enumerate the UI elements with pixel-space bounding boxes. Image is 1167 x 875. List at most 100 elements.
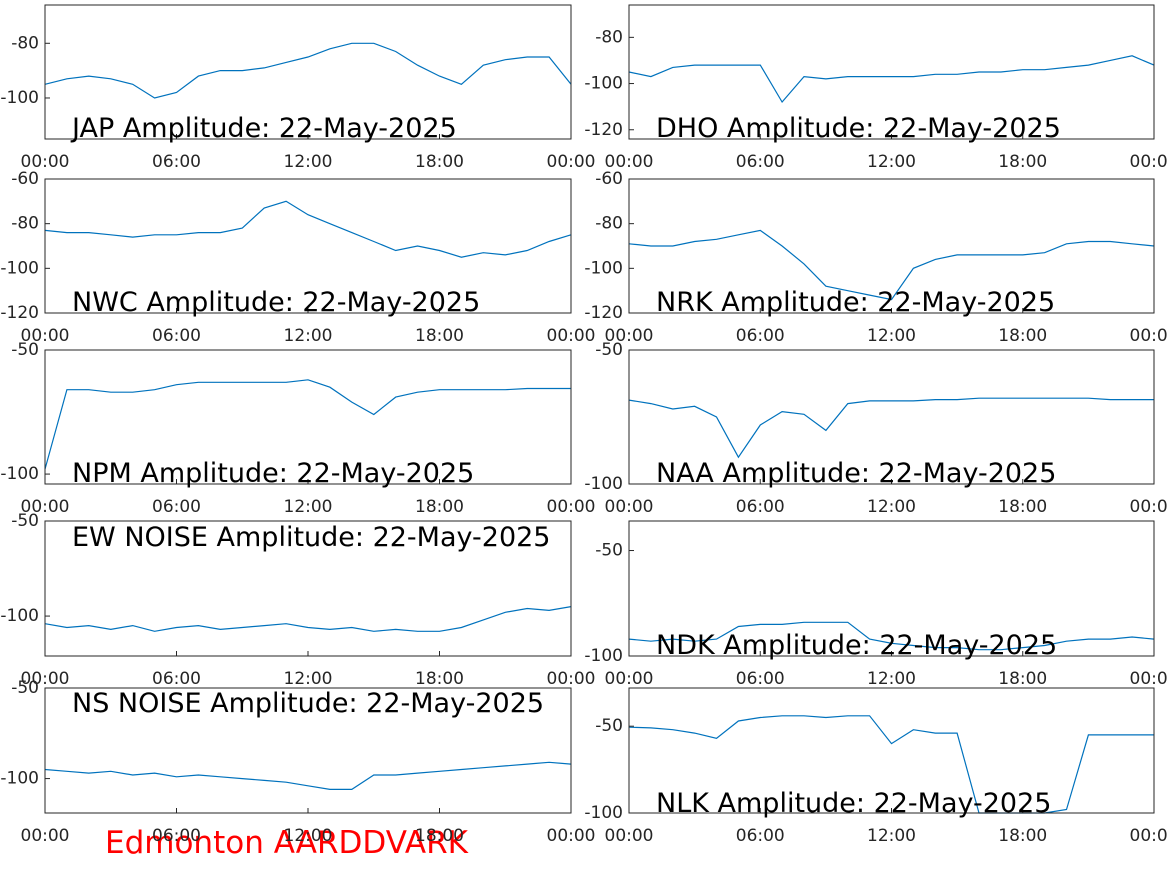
y-tick-label: -80	[595, 27, 623, 47]
x-tick-label: 00:00	[605, 152, 654, 172]
x-tick-label: 18:00	[415, 326, 464, 346]
y-tick-label: -100	[584, 258, 623, 278]
y-tick-label: -60	[11, 169, 39, 189]
series-line	[44, 606, 572, 632]
plot-area	[629, 521, 1154, 656]
y-tick-label: -50	[11, 511, 39, 531]
y-tick-label: -100	[0, 464, 39, 484]
x-tick-label: 18:00	[415, 152, 464, 172]
panel-title: NPM Amplitude: 22-May-2025	[72, 458, 474, 489]
panel-title: NDK Amplitude: 22-May-2025	[656, 630, 1057, 661]
y-tick-label: -50	[595, 340, 623, 360]
series-line	[44, 200, 572, 258]
plot-area	[629, 179, 1154, 313]
x-tick-label: 06:00	[736, 497, 785, 517]
x-tick-label: 00:00	[1130, 497, 1167, 517]
x-tick-label: 12:00	[284, 669, 333, 689]
y-tick-label: -50	[595, 716, 623, 736]
panel-title: EW NOISE Amplitude: 22-May-2025	[72, 522, 550, 553]
x-tick-label: 00:00	[547, 326, 596, 346]
x-tick-label: 12:00	[284, 152, 333, 172]
y-tick-label: -50	[11, 678, 39, 698]
series-line	[628, 229, 1155, 301]
y-tick-label: -100	[0, 769, 39, 789]
y-tick-label: -50	[11, 340, 39, 360]
panel-title: NS NOISE Amplitude: 22-May-2025	[72, 688, 544, 719]
plot-area	[45, 521, 571, 656]
y-tick-label: -80	[11, 33, 39, 53]
x-tick-label: 00:00	[547, 152, 596, 172]
series-line	[628, 715, 1154, 814]
y-tick-label: -100	[584, 803, 623, 823]
y-tick-label: -120	[0, 303, 39, 323]
y-tick-label: -60	[595, 169, 623, 189]
x-tick-label: 12:00	[284, 826, 333, 846]
x-tick-label: 12:00	[867, 326, 916, 346]
x-tick-label: 00:00	[21, 826, 70, 846]
x-tick-label: 06:00	[152, 152, 201, 172]
x-tick-label: 12:00	[284, 497, 333, 517]
y-tick-label: -80	[595, 214, 623, 234]
y-tick-label: -100	[584, 474, 623, 494]
series-line	[44, 42, 572, 99]
x-tick-label: 06:00	[736, 152, 785, 172]
series-line	[628, 55, 1155, 104]
x-tick-label: 00:00	[605, 497, 654, 517]
x-tick-label: 00:00	[1130, 326, 1167, 346]
x-tick-label: 06:00	[736, 669, 785, 689]
series-line	[44, 761, 572, 790]
x-tick-label: 06:00	[736, 326, 785, 346]
x-tick-label: 18:00	[998, 497, 1047, 517]
x-tick-label: 18:00	[998, 152, 1047, 172]
x-tick-label: 00:00	[605, 826, 654, 846]
x-tick-label: 12:00	[867, 497, 916, 517]
plot-area	[45, 350, 571, 484]
plot-area	[45, 5, 571, 139]
x-tick-label: 00:00	[547, 497, 596, 517]
x-tick-label: 06:00	[152, 826, 201, 846]
x-tick-label: 00:00	[1130, 152, 1167, 172]
y-tick-label: -120	[584, 303, 623, 323]
panel-title: JAP Amplitude: 22-May-2025	[70, 113, 457, 144]
series-line	[44, 379, 571, 470]
y-tick-label: -100	[584, 74, 623, 94]
y-tick-label: -100	[0, 88, 39, 108]
panel-title: NLK Amplitude: 22-May-2025	[656, 788, 1051, 819]
x-tick-label: 00:00	[547, 826, 596, 846]
plot-area	[45, 688, 571, 813]
x-tick-label: 06:00	[736, 826, 785, 846]
y-tick-label: -50	[595, 541, 623, 561]
plot-area	[629, 688, 1154, 813]
plot-area	[629, 5, 1154, 139]
x-tick-label: 18:00	[415, 669, 464, 689]
y-tick-label: -80	[11, 214, 39, 234]
x-tick-label: 00:00	[547, 669, 596, 689]
x-tick-label: 00:00	[21, 152, 70, 172]
y-tick-label: -100	[0, 258, 39, 278]
x-tick-label: 12:00	[867, 826, 916, 846]
series-line	[628, 397, 1154, 459]
panel-title: DHO Amplitude: 22-May-2025	[656, 113, 1061, 144]
x-tick-label: 18:00	[415, 497, 464, 517]
x-tick-label: 00:00	[21, 669, 70, 689]
x-tick-label: 18:00	[998, 326, 1047, 346]
y-tick-label: -100	[584, 646, 623, 666]
x-tick-label: 06:00	[152, 497, 201, 517]
figure-title: Edmonton AARDDVARK	[105, 825, 469, 861]
panel-title: NAA Amplitude: 22-May-2025	[656, 458, 1056, 489]
series-line	[628, 621, 1155, 651]
panel-title: NRK Amplitude: 22-May-2025	[656, 287, 1055, 318]
x-tick-label: 18:00	[998, 826, 1047, 846]
y-tick-label: -120	[584, 120, 623, 140]
x-tick-label: 00:00	[605, 669, 654, 689]
x-tick-label: 00:00	[21, 497, 70, 517]
x-tick-label: 00:00	[21, 326, 70, 346]
plot-area	[45, 179, 571, 313]
y-tick-label: -100	[0, 606, 39, 626]
x-tick-label: 12:00	[867, 669, 916, 689]
x-tick-label: 00:00	[1130, 669, 1167, 689]
x-tick-label: 12:00	[867, 152, 916, 172]
x-tick-label: 12:00	[284, 326, 333, 346]
x-tick-label: 06:00	[152, 669, 201, 689]
